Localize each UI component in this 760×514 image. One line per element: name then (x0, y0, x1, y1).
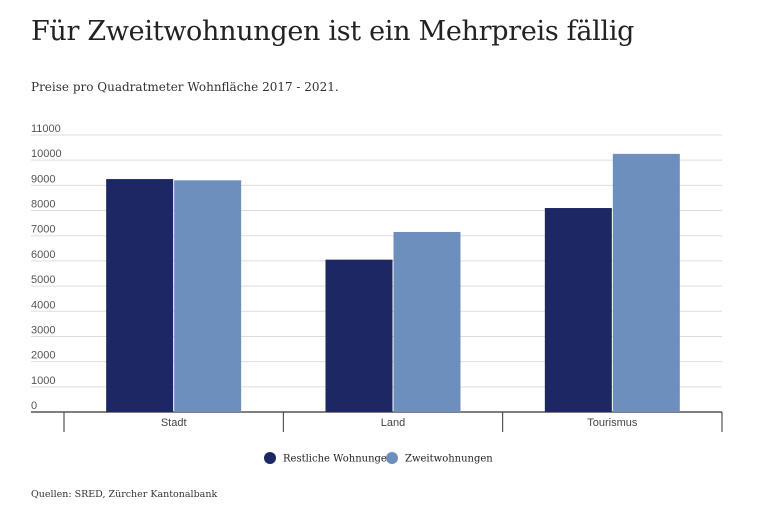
legend-marker (264, 452, 276, 464)
source-note: Quellen: SRED, Zürcher Kantonalbank (31, 489, 218, 500)
y-tick-label: 1000 (31, 375, 55, 387)
y-tick-label: 6000 (31, 249, 55, 261)
y-tick-label: 5000 (31, 274, 55, 286)
bar (393, 231, 461, 412)
legend-label: Zweitwohnungen (405, 454, 493, 465)
y-tick-label: 9000 (31, 173, 55, 185)
bar-chart: 0 1000 2000 3000 4000 5000 6000 7000 8000 9000 100… (31, 123, 723, 465)
legend-marker (386, 452, 398, 464)
y-tick-label: 0 (31, 400, 37, 412)
x-tick-label: Land (381, 417, 405, 429)
x-tick-label: Tourismus (587, 417, 638, 429)
bar (544, 208, 612, 412)
y-tick-label: 4000 (31, 299, 55, 311)
chart-title: Für Zweitwohnungen ist ein Mehrpreis fäl… (31, 16, 635, 47)
y-tick-label: 2000 (31, 350, 55, 362)
bar (174, 180, 242, 412)
y-tick-label: 7000 (31, 224, 55, 236)
bar (106, 179, 174, 412)
y-tick-label: 10000 (31, 148, 62, 160)
bar (612, 153, 680, 413)
legend-label: Restliche Wohnungen (283, 454, 394, 465)
y-tick-label: 11000 (31, 123, 61, 135)
y-tick-label: 3000 (31, 324, 55, 336)
y-tick-label: 8000 (31, 199, 55, 211)
bar (325, 259, 393, 412)
chart-subtitle: Preise pro Quadratmeter Wohnfläche 2017 … (31, 80, 339, 94)
x-tick-label: Stadt (161, 417, 187, 429)
